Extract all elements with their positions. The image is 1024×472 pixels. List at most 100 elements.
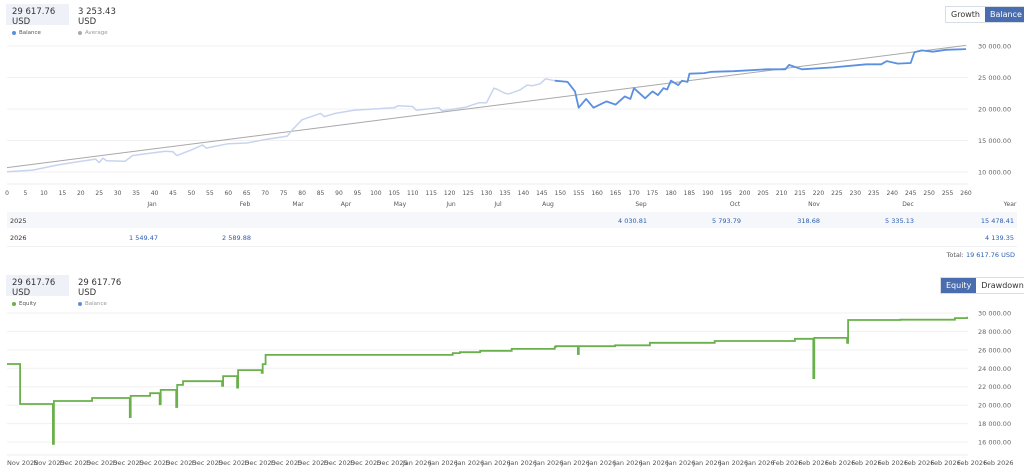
- y-tick-label: 28 000.00: [978, 328, 1011, 336]
- x-tick-label: 170: [628, 190, 640, 197]
- y-tick-label: 20 000.00: [978, 106, 1011, 114]
- x-tick-label: 5: [24, 190, 28, 197]
- x-tick-label: 210: [776, 190, 788, 197]
- balance-legend-dot-icon: [12, 31, 16, 35]
- month-label: Dec: [902, 201, 914, 208]
- cell-oct: 5 793.79: [712, 217, 741, 225]
- x-tick-label: 190: [702, 190, 714, 197]
- x-tick-label: 195: [721, 190, 733, 197]
- x-tick-label: Jan 2026: [402, 459, 432, 467]
- equity-legend-dot-icon: [12, 302, 16, 306]
- x-tick-label: 70: [261, 190, 269, 197]
- y-tick-label: 30 000.00: [978, 310, 1011, 318]
- balance-button[interactable]: Balance: [984, 7, 1024, 22]
- row-year: 2026: [10, 234, 27, 242]
- x-tick-label: 240: [887, 190, 899, 197]
- x-tick-label: Jan 2026: [534, 459, 564, 467]
- table-row-2026: 2026 1 549.47 2 589.88 4 139.35: [7, 229, 1017, 245]
- x-tick-label: 215: [794, 190, 806, 197]
- x-tick-label: 150: [555, 190, 567, 197]
- x-tick-label: Feb 2026: [851, 459, 882, 467]
- x-tick-label: Dec 2025: [323, 459, 355, 467]
- x-tick-label: 185: [684, 190, 696, 197]
- balance-line: [554, 48, 967, 109]
- x-tick-label: 30: [114, 190, 122, 197]
- x-tick-label: 160: [591, 190, 603, 197]
- x-tick-label: 245: [905, 190, 917, 197]
- average-value: 3 253.43 USD: [78, 7, 116, 27]
- drawdown-button[interactable]: Drawdown: [976, 278, 1024, 293]
- x-tick-label: Jan 2026: [666, 459, 696, 467]
- month-label: Feb: [239, 201, 251, 208]
- balance-label: Balance: [19, 30, 41, 36]
- x-tick-label: 25: [95, 190, 103, 197]
- y-tick-label: 30 000.00: [978, 43, 1011, 51]
- x-tick-label: 60: [224, 190, 232, 197]
- month-label: Aug: [542, 201, 554, 208]
- month-label: Mar: [292, 201, 304, 208]
- x-tick-label: Feb 2026: [798, 459, 829, 467]
- equity-x-axis-labels: Nov 2025 Nov 2025 Dec 2025 Dec 2025 Dec 2025…: [7, 459, 1014, 467]
- cell-year: 4 139.35: [985, 234, 1014, 242]
- x-tick-label: 155: [573, 190, 585, 197]
- x-tick-label: Dec 2025: [59, 459, 91, 467]
- x-tick-label: Dec 2025: [165, 459, 197, 467]
- x-tick-label: 20: [77, 190, 85, 197]
- table-row-2025: 2025 4 030.81 5 793.79 318.68 5 335.13 15 47…: [7, 212, 1017, 228]
- x-tick-label: Dec 2025: [112, 459, 144, 467]
- total-value: 19 617.76 USD: [965, 251, 1015, 259]
- x-tick-label: 175: [647, 190, 659, 197]
- x-tick-label: 65: [243, 190, 251, 197]
- cell-sep: 4 030.81: [618, 217, 647, 225]
- cell-year: 15 478.41: [980, 217, 1014, 225]
- balance-stat[interactable]: 29 617.76 USD Balance: [6, 4, 69, 36]
- x-tick-label: 140: [518, 190, 530, 197]
- growth-button[interactable]: Growth: [946, 7, 985, 22]
- y-tick-label: 16 000.00: [978, 439, 1011, 447]
- x-tick-label: 235: [868, 190, 880, 197]
- x-tick-label: Jan 2026: [640, 459, 670, 467]
- x-tick-label: Dec 2025: [86, 459, 118, 467]
- x-tick-label: Jan 2026: [745, 459, 775, 467]
- x-tick-label: 250: [923, 190, 935, 197]
- x-tick-label: 125: [462, 190, 474, 197]
- x-tick-label: Feb 2026: [983, 459, 1014, 467]
- average-label: Average: [85, 30, 108, 36]
- x-tick-label: 165: [610, 190, 622, 197]
- x-tick-label: Feb 2026: [825, 459, 856, 467]
- x-tick-label: 230: [850, 190, 862, 197]
- x-tick-label: 135: [499, 190, 511, 197]
- equity-button[interactable]: Equity: [941, 278, 977, 293]
- x-tick-label: Dec 2025: [244, 459, 276, 467]
- chart-mode-toggle: Growth Balance: [945, 6, 1024, 23]
- x-tick-label: 220: [813, 190, 825, 197]
- x-tick-label: 85: [317, 190, 325, 197]
- x-tick-label: Jan 2026: [613, 459, 643, 467]
- bottom-balance-stat[interactable]: 29 617.76 USD Balance: [72, 275, 138, 307]
- y-tick-label: 10 000.00: [978, 169, 1011, 177]
- average-stat[interactable]: 3 253.43 USD Average: [72, 4, 138, 36]
- y-tick-label: 22 000.00: [978, 383, 1011, 391]
- x-tick-label: Jan 2026: [482, 459, 511, 467]
- x-tick-label: 180: [665, 190, 677, 197]
- x-tick-label: 110: [407, 190, 419, 197]
- x-tick-label: 50: [188, 190, 196, 197]
- x-tick-label: 260: [960, 190, 972, 197]
- cell-dec: 5 335.13: [885, 217, 914, 225]
- x-tick-label: Nov 2025: [7, 459, 39, 467]
- month-label: Oct: [729, 201, 741, 208]
- cell-jan: 1 549.47: [129, 234, 158, 242]
- month-label: Jun: [446, 201, 456, 208]
- equity-stat[interactable]: 29 617.76 USD Equity: [6, 275, 69, 307]
- x-tick-label: 255: [942, 190, 954, 197]
- x-tick-label: 120: [444, 190, 456, 197]
- total-label: Total:: [946, 251, 964, 259]
- month-label: Year: [1003, 201, 1017, 208]
- x-tick-label: 105: [389, 190, 401, 197]
- bottom-balance-legend-dot-icon: [78, 302, 82, 306]
- x-tick-label: Dec 2025: [218, 459, 250, 467]
- x-tick-label: 45: [169, 190, 177, 197]
- y-tick-label: 15 000.00: [978, 137, 1011, 145]
- equity-mode-toggle: Equity Drawdown: [940, 277, 1024, 294]
